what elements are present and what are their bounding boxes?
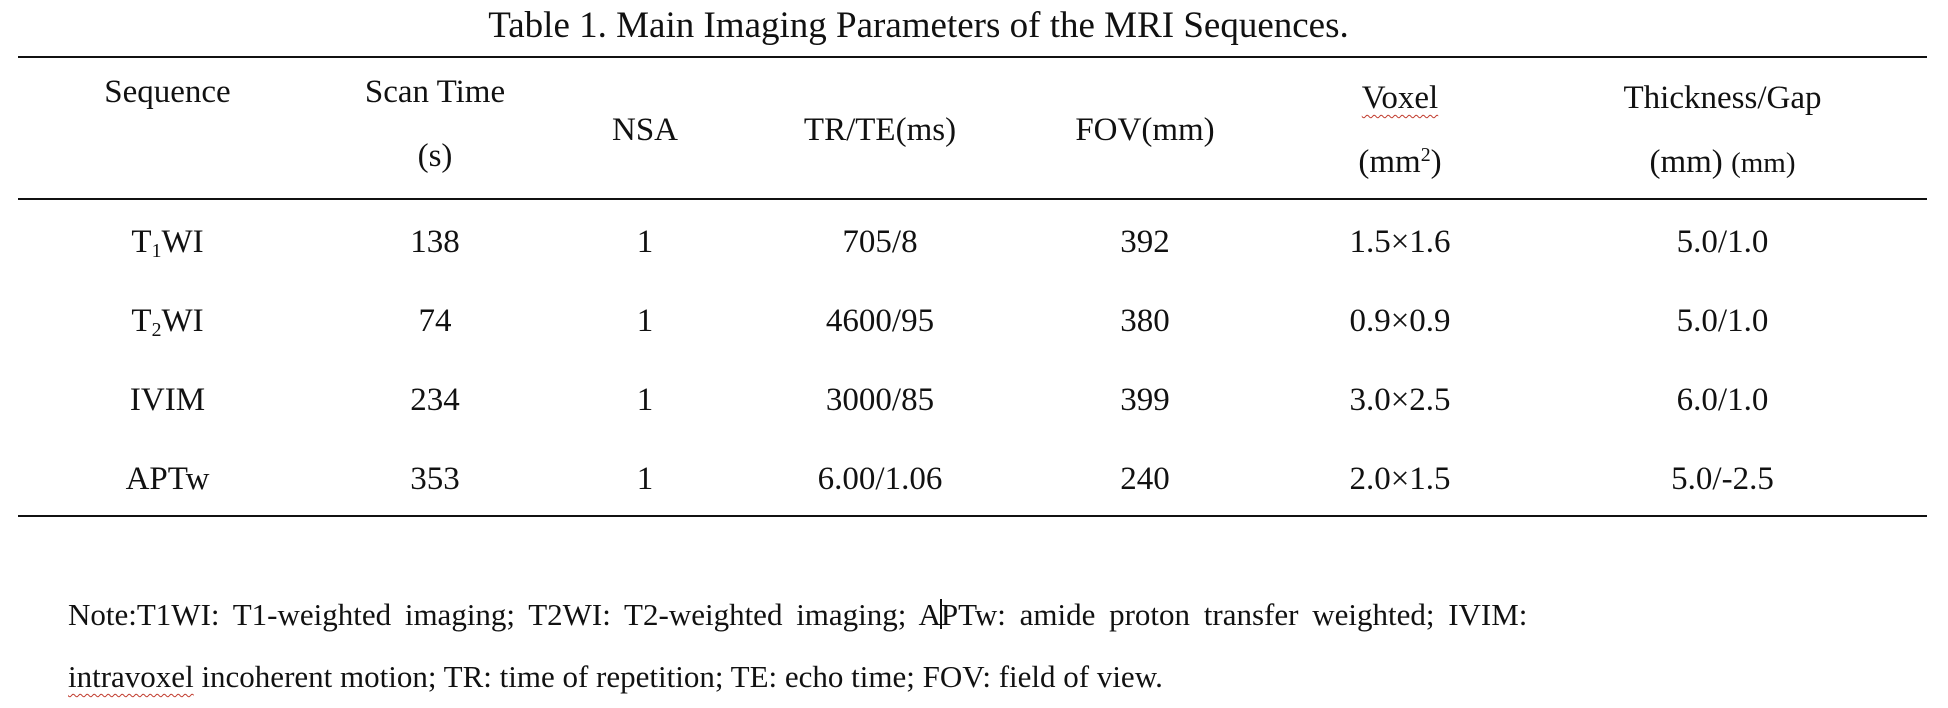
cell-thickness-gap: 6.0/1.0 (1676, 382, 1769, 418)
cell-sequence: APTw (125, 461, 210, 497)
header-thickness-gap-unit: (mm) (mm) (1649, 144, 1796, 180)
header-voxel-label: Voxel (1361, 80, 1439, 116)
cell-voxel: 3.0×2.5 (1349, 382, 1451, 418)
header-nsa-label: NSA (611, 112, 679, 148)
header-nsa: NSA (565, 110, 725, 150)
cell-sequence: IVIM (129, 382, 206, 418)
cell-sequence: T1WI (131, 224, 204, 262)
cell-nsa: 1 (636, 382, 654, 418)
cell-tr-te: 4600/95 (825, 303, 935, 339)
header-fov-label: FOV(mm) (1075, 112, 1215, 148)
header-voxel: Voxel (mm2) (1300, 78, 1500, 182)
cell-voxel: 2.0×1.5 (1349, 461, 1451, 497)
header-scan-time: Scan Time (s) (315, 72, 555, 176)
header-sequence: Sequence (40, 72, 295, 112)
cell-nsa: 1 (636, 224, 654, 260)
header-tr-te: TR/TE(ms) (760, 110, 1000, 150)
cell-fov: 399 (1120, 382, 1170, 418)
cell-fov: 392 (1120, 224, 1170, 260)
cell-tr-te: 6.00/1.06 (817, 461, 943, 497)
cell-sequence: T2WI (131, 303, 204, 341)
cell-scan-time: 138 (410, 224, 460, 260)
header-scan-time-unit: (s) (417, 138, 453, 174)
text-cursor (939, 599, 942, 629)
cell-scan-time: 234 (410, 382, 460, 418)
table-header-rule (18, 198, 1927, 200)
cell-fov: 380 (1120, 303, 1170, 339)
table-bottom-rule (18, 515, 1927, 517)
header-tr-te-label: TR/TE(ms) (803, 112, 957, 148)
cell-nsa: 1 (636, 303, 654, 339)
header-thickness-gap-label: Thickness/Gap (1623, 80, 1822, 116)
table-note-line-2: intravoxel incoherent motion; TR: time o… (68, 659, 1163, 694)
header-thickness-gap: Thickness/Gap (mm) (mm) (1560, 78, 1885, 183)
table-top-rule (18, 56, 1927, 58)
header-fov: FOV(mm) (1030, 110, 1260, 150)
header-sequence-label: Sequence (104, 74, 231, 110)
cell-fov: 240 (1120, 461, 1170, 497)
cell-tr-te: 705/8 (842, 224, 918, 260)
cell-voxel: 0.9×0.9 (1349, 303, 1451, 339)
cell-scan-time: 353 (410, 461, 460, 497)
cell-tr-te: 3000/85 (825, 382, 935, 418)
header-voxel-unit: (mm2) (1358, 144, 1442, 180)
cell-thickness-gap: 5.0/1.0 (1676, 303, 1769, 339)
table-title: Table 1. Main Imaging Parameters of the … (488, 5, 1349, 46)
cell-thickness-gap: 5.0/-2.5 (1671, 461, 1774, 497)
cell-thickness-gap: 5.0/1.0 (1676, 224, 1769, 260)
header-scan-time-label: Scan Time (364, 74, 506, 110)
table-note-line-1: Note:T1WI: T1-weighted imaging; T2WI: T2… (68, 597, 1528, 632)
cell-voxel: 1.5×1.6 (1349, 224, 1451, 260)
note-misspelled-word: intravoxel (68, 659, 194, 694)
cell-nsa: 1 (636, 461, 654, 497)
cell-scan-time: 74 (418, 303, 452, 339)
